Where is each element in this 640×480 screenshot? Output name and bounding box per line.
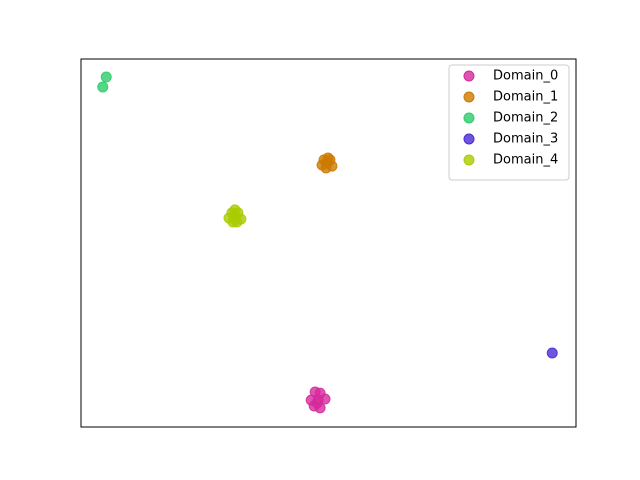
point <box>320 162 332 174</box>
point <box>322 152 334 164</box>
point <box>100 71 112 83</box>
point <box>97 81 109 93</box>
legend-marker <box>463 91 475 103</box>
point <box>229 204 241 216</box>
point <box>546 347 558 359</box>
point <box>311 397 323 409</box>
legend-label: Domain_0 <box>493 69 558 84</box>
legend-marker <box>463 133 475 145</box>
legend-marker <box>463 70 475 82</box>
legend-box <box>448 64 570 181</box>
legend-label: Domain_2 <box>493 111 558 126</box>
legend-label: Domain_1 <box>493 90 558 105</box>
point <box>231 216 243 228</box>
legend-label: Domain_3 <box>493 132 558 147</box>
legend-label: Domain_4 <box>493 153 558 168</box>
plot-frame <box>80 58 577 428</box>
legend-marker <box>463 112 475 124</box>
legend-marker <box>463 154 475 166</box>
